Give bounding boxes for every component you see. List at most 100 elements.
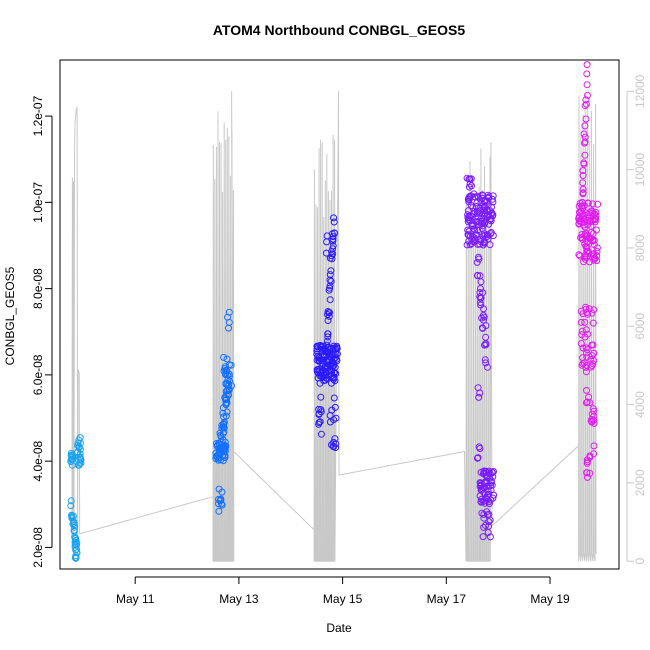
data-point (478, 218, 486, 225)
data-point (581, 231, 589, 239)
data-point (463, 174, 471, 182)
data-point (328, 255, 336, 263)
y-tick-label: 2.0e-08 (31, 527, 45, 568)
data-point (473, 258, 481, 266)
data-point (326, 412, 334, 419)
data-point (581, 318, 589, 326)
data-point (583, 70, 591, 78)
data-point (467, 202, 475, 209)
data-point (580, 130, 588, 138)
data-point (480, 483, 488, 491)
data-point (71, 540, 79, 548)
data-point (331, 435, 339, 443)
data-point (488, 195, 496, 203)
data-point (485, 522, 493, 530)
data-point (222, 366, 230, 374)
data-point (474, 454, 481, 462)
data-point (325, 309, 333, 317)
data-point (324, 308, 332, 315)
data-point (587, 218, 594, 226)
data-point (480, 313, 488, 321)
data-point (577, 318, 585, 326)
data-point (579, 185, 587, 193)
y2-tick-label: 0 (633, 558, 647, 565)
data-point (324, 330, 332, 338)
data-point (583, 469, 591, 477)
data-point (590, 442, 598, 450)
x-axis: May 11 May 13 May 15 May 17 May 19 (116, 576, 570, 606)
data-point (223, 371, 231, 379)
data-point (581, 253, 589, 261)
data-point (328, 379, 335, 387)
data-point (579, 189, 587, 197)
plot-area (59, 59, 620, 570)
data-point (594, 200, 602, 208)
data-point (326, 276, 334, 284)
y2-axis: 0 2000 4000 6000 8000 10000 12000 (626, 74, 647, 565)
data-point (473, 231, 480, 239)
data-point (478, 495, 485, 503)
data-point (315, 354, 323, 362)
data-point (321, 376, 329, 384)
data-point (331, 229, 339, 237)
data-point (324, 333, 332, 341)
data-point (479, 533, 487, 541)
data-point (582, 368, 590, 376)
data-point (327, 267, 335, 275)
data-point (580, 258, 588, 266)
data-point (71, 523, 79, 531)
data-point (469, 232, 476, 240)
data-point (223, 355, 231, 363)
data-point (324, 363, 332, 370)
data-point (468, 235, 476, 243)
x-axis-label: Date (326, 621, 352, 635)
data-point (77, 455, 84, 463)
data-point (212, 452, 220, 460)
data-point (223, 399, 231, 407)
data-point (466, 175, 474, 183)
data-point (222, 412, 230, 420)
y-tick-label: 6.0e-08 (31, 354, 45, 395)
y-axis: 2.0e-08 4.0e-08 6.0e-08 8.0e-08 1.0e-07 1.2e-… (31, 95, 53, 568)
data-point (330, 218, 338, 226)
data-point (587, 222, 595, 230)
data-point (589, 209, 597, 217)
data-point (473, 199, 481, 207)
data-point (581, 139, 589, 147)
data-point (330, 375, 337, 383)
data-point (589, 230, 597, 238)
data-point (584, 199, 592, 207)
data-point (320, 371, 328, 379)
data-point (67, 497, 75, 505)
data-point (324, 311, 331, 318)
data-point (217, 438, 225, 446)
data-point (580, 159, 588, 167)
data-point (76, 439, 84, 447)
data-point (463, 241, 471, 249)
x-tick-label: May 11 (116, 592, 155, 606)
data-point (578, 202, 586, 210)
data-point (315, 410, 323, 418)
data-point (489, 192, 497, 200)
data-point (329, 350, 337, 358)
data-point (482, 479, 490, 487)
data-point (583, 346, 591, 354)
data-point (484, 213, 492, 221)
data-point (576, 252, 584, 260)
data-point (581, 209, 589, 217)
data-point (466, 214, 474, 222)
x-tick-label: May 19 (530, 592, 570, 606)
data-point (74, 461, 82, 469)
data-point (73, 549, 81, 557)
data-point (314, 353, 322, 361)
data-point (73, 541, 80, 549)
data-point (465, 195, 473, 203)
x-tick-label: May 17 (427, 592, 467, 606)
data-point (68, 452, 76, 459)
data-point (579, 344, 587, 352)
data-point (481, 356, 489, 364)
data-point (583, 243, 591, 251)
y2-tick-label: 4000 (633, 391, 647, 418)
data-point (590, 357, 598, 364)
data-point (317, 393, 325, 401)
